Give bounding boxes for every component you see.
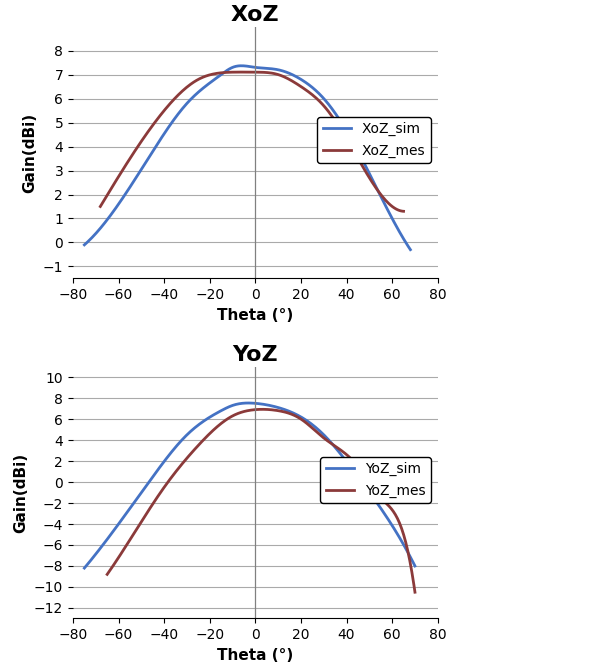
YoZ_sim — [381, 511, 389, 519]
YoZ_sim — [81, 564, 88, 572]
YoZ_sim — [361, 481, 368, 489]
XoZ_mes — [238, 68, 245, 76]
XoZ_sim — [276, 66, 283, 74]
X-axis label: Theta (°): Theta (°) — [217, 648, 294, 663]
YoZ_mes — [103, 571, 111, 579]
XoZ_sim — [282, 68, 289, 76]
XoZ_mes — [283, 74, 291, 82]
YoZ_mes — [293, 412, 300, 420]
YoZ_sim — [277, 404, 285, 412]
YoZ_sim — [278, 405, 286, 413]
XoZ_sim — [275, 66, 282, 74]
YoZ_mes — [384, 500, 391, 508]
XoZ_sim — [378, 193, 385, 201]
YoZ_mes — [259, 406, 266, 414]
YoZ_mes — [105, 569, 112, 577]
YoZ_mes — [364, 476, 371, 484]
YoZ_sim — [411, 562, 418, 570]
Legend: YoZ_sim, YoZ_mes: YoZ_sim, YoZ_mes — [320, 457, 431, 503]
XoZ_mes — [373, 184, 380, 192]
XoZ_mes — [353, 153, 361, 161]
Title: XoZ: XoZ — [231, 5, 280, 25]
Line: XoZ_sim: XoZ_sim — [85, 66, 410, 249]
YoZ_mes — [411, 589, 418, 597]
Legend: XoZ_sim, XoZ_mes: XoZ_sim, XoZ_mes — [317, 117, 431, 163]
XoZ_sim — [238, 62, 245, 70]
XoZ_mes — [277, 72, 285, 80]
XoZ_sim — [81, 241, 88, 249]
X-axis label: Theta (°): Theta (°) — [217, 308, 294, 323]
Y-axis label: Gain(dBi): Gain(dBi) — [22, 112, 37, 193]
XoZ_mes — [97, 203, 104, 211]
XoZ_sim — [407, 245, 414, 253]
Line: XoZ_mes: XoZ_mes — [100, 72, 404, 211]
XoZ_mes — [400, 207, 407, 215]
XoZ_sim — [356, 152, 364, 160]
YoZ_sim — [244, 399, 252, 407]
XoZ_mes — [98, 201, 105, 209]
YoZ_sim — [284, 407, 291, 415]
YoZ_sim — [82, 563, 89, 571]
Y-axis label: Gain(dBi): Gain(dBi) — [13, 452, 29, 533]
XoZ_sim — [82, 240, 89, 248]
Line: YoZ_sim: YoZ_sim — [85, 403, 415, 568]
YoZ_mes — [288, 410, 295, 418]
XoZ_mes — [278, 72, 286, 80]
Line: YoZ_mes: YoZ_mes — [107, 410, 415, 593]
YoZ_mes — [287, 410, 294, 418]
Title: YoZ: YoZ — [232, 345, 278, 365]
